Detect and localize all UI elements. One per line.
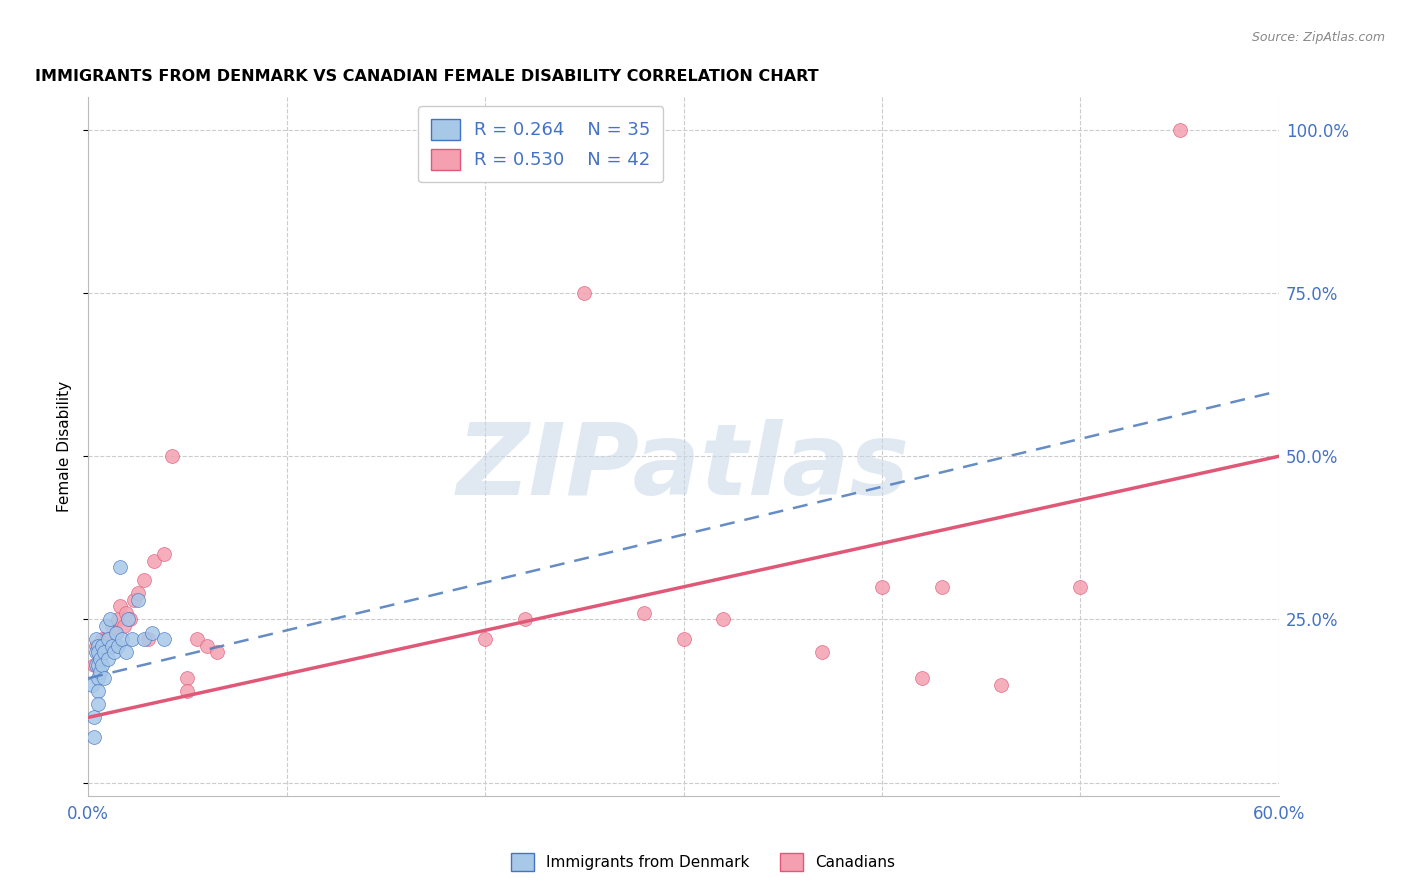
Point — [98, 612, 121, 626]
Point — [101, 619, 124, 633]
Point — [513, 612, 536, 626]
Point — [84, 658, 107, 673]
Point — [94, 619, 117, 633]
Legend: R = 0.264    N = 35, R = 0.530    N = 42: R = 0.264 N = 35, R = 0.530 N = 42 — [418, 106, 664, 182]
Point — [118, 612, 141, 626]
Point — [89, 651, 111, 665]
Point — [108, 560, 131, 574]
Point — [811, 645, 834, 659]
Point — [84, 632, 107, 646]
Point — [93, 639, 115, 653]
Point — [89, 665, 111, 679]
Point — [115, 645, 138, 659]
Point — [83, 710, 105, 724]
Point — [103, 645, 125, 659]
Point — [97, 632, 120, 646]
Point — [104, 625, 127, 640]
Point — [205, 645, 228, 659]
Point — [186, 632, 208, 646]
Text: ZIPatlas: ZIPatlas — [457, 419, 910, 516]
Point — [176, 671, 198, 685]
Point — [141, 625, 163, 640]
Point — [87, 684, 110, 698]
Point — [152, 632, 174, 646]
Point — [112, 619, 135, 633]
Point — [152, 547, 174, 561]
Point — [911, 671, 934, 685]
Point — [633, 606, 655, 620]
Point — [931, 580, 953, 594]
Point — [474, 632, 496, 646]
Point — [1168, 123, 1191, 137]
Point — [107, 612, 129, 626]
Point — [1069, 580, 1091, 594]
Point — [97, 651, 120, 665]
Point — [121, 632, 143, 646]
Point — [84, 645, 107, 659]
Point — [87, 645, 110, 659]
Point — [97, 632, 120, 646]
Text: Source: ZipAtlas.com: Source: ZipAtlas.com — [1251, 31, 1385, 45]
Point — [108, 599, 131, 614]
Point — [127, 586, 149, 600]
Point — [132, 574, 155, 588]
Text: IMMIGRANTS FROM DENMARK VS CANADIAN FEMALE DISABILITY CORRELATION CHART: IMMIGRANTS FROM DENMARK VS CANADIAN FEMA… — [35, 69, 818, 84]
Point — [870, 580, 893, 594]
Point — [87, 658, 110, 673]
Point — [83, 658, 105, 673]
Point — [115, 606, 138, 620]
Point — [990, 678, 1012, 692]
Point — [132, 632, 155, 646]
Point — [176, 684, 198, 698]
Point — [82, 678, 104, 692]
Point — [104, 625, 127, 640]
Point — [91, 632, 114, 646]
Point — [107, 639, 129, 653]
Point — [103, 639, 125, 653]
Legend: Immigrants from Denmark, Canadians: Immigrants from Denmark, Canadians — [502, 844, 904, 880]
Point — [87, 645, 110, 659]
Point — [711, 612, 734, 626]
Point — [93, 645, 115, 659]
Point — [83, 730, 105, 744]
Point — [117, 612, 139, 626]
Point — [122, 593, 145, 607]
Point — [160, 450, 183, 464]
Point — [87, 639, 110, 653]
Point — [574, 286, 596, 301]
Point — [94, 632, 117, 646]
Point — [87, 671, 110, 685]
Point — [87, 698, 110, 712]
Y-axis label: Female Disability: Female Disability — [58, 381, 72, 512]
Point — [142, 554, 165, 568]
Point — [89, 651, 111, 665]
Point — [101, 639, 124, 653]
Point — [84, 639, 107, 653]
Point — [93, 671, 115, 685]
Point — [672, 632, 695, 646]
Point — [91, 639, 114, 653]
Point — [127, 593, 149, 607]
Point — [98, 632, 121, 646]
Point — [91, 658, 114, 673]
Point — [136, 632, 159, 646]
Point — [195, 639, 218, 653]
Point — [111, 632, 134, 646]
